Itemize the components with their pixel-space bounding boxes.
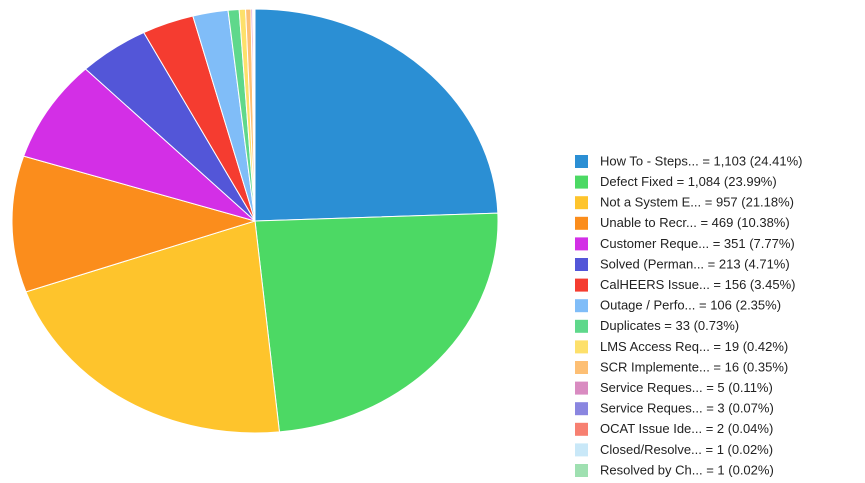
legend-swatch: [575, 196, 588, 210]
legend-label: Closed/Resolve... = 1 (0.02%): [600, 442, 773, 457]
legend-label: How To - Steps... = 1,103 (24.41%): [600, 153, 802, 168]
legend-swatch: [575, 402, 588, 416]
legend-swatch: [575, 216, 588, 230]
legend-label: Outage / Perfo... = 106 (2.35%): [600, 298, 781, 313]
legend-swatch: [575, 340, 588, 354]
legend-swatch: [575, 258, 588, 271]
pie-slice: [23, 68, 256, 222]
legend-label: Solved (Perman... = 213 (4.71%): [600, 256, 790, 271]
legend-label: Customer Reque... = 351 (7.77%): [600, 236, 795, 251]
legend-label: OCAT Issue Ide... = 2 (0.04%): [600, 421, 773, 436]
pie-slice: [254, 8, 499, 222]
legend-label: LMS Access Req... = 19 (0.42%): [600, 339, 788, 354]
pie-slice: [254, 212, 499, 433]
legend-swatch: [575, 422, 588, 436]
legend-label: CalHEERS Issue... = 156 (3.45%): [600, 277, 795, 292]
legend-swatch: [575, 155, 588, 168]
legend-label: Duplicates = 33 (0.73%): [600, 318, 739, 333]
legend-swatch: [575, 237, 588, 251]
legend-label: Not a System E... = 957 (21.18%): [600, 195, 794, 210]
pie-slice: [25, 220, 281, 434]
legend-label: Resolved by Ch... = 1 (0.02%): [600, 462, 774, 477]
legend-label: Defect Fixed = 1,084 (23.99%): [600, 174, 777, 189]
legend-swatch: [575, 278, 588, 292]
pie-slice: [11, 155, 257, 293]
legend-label: Service Reques... = 3 (0.07%): [600, 401, 774, 416]
legend-swatch: [575, 464, 588, 477]
legend-label: Unable to Recr... = 469 (10.38%): [600, 215, 790, 230]
legend-swatch: [575, 381, 588, 395]
legend-swatch: [575, 175, 588, 189]
legend-swatch: [575, 361, 588, 374]
legend-swatch: [575, 299, 588, 313]
legend-swatch: [575, 319, 588, 333]
legend-label: SCR Implemente... = 16 (0.35%): [600, 359, 788, 374]
legend-swatch: [575, 443, 588, 457]
legend-label: Service Reques... = 5 (0.11%): [600, 380, 773, 395]
